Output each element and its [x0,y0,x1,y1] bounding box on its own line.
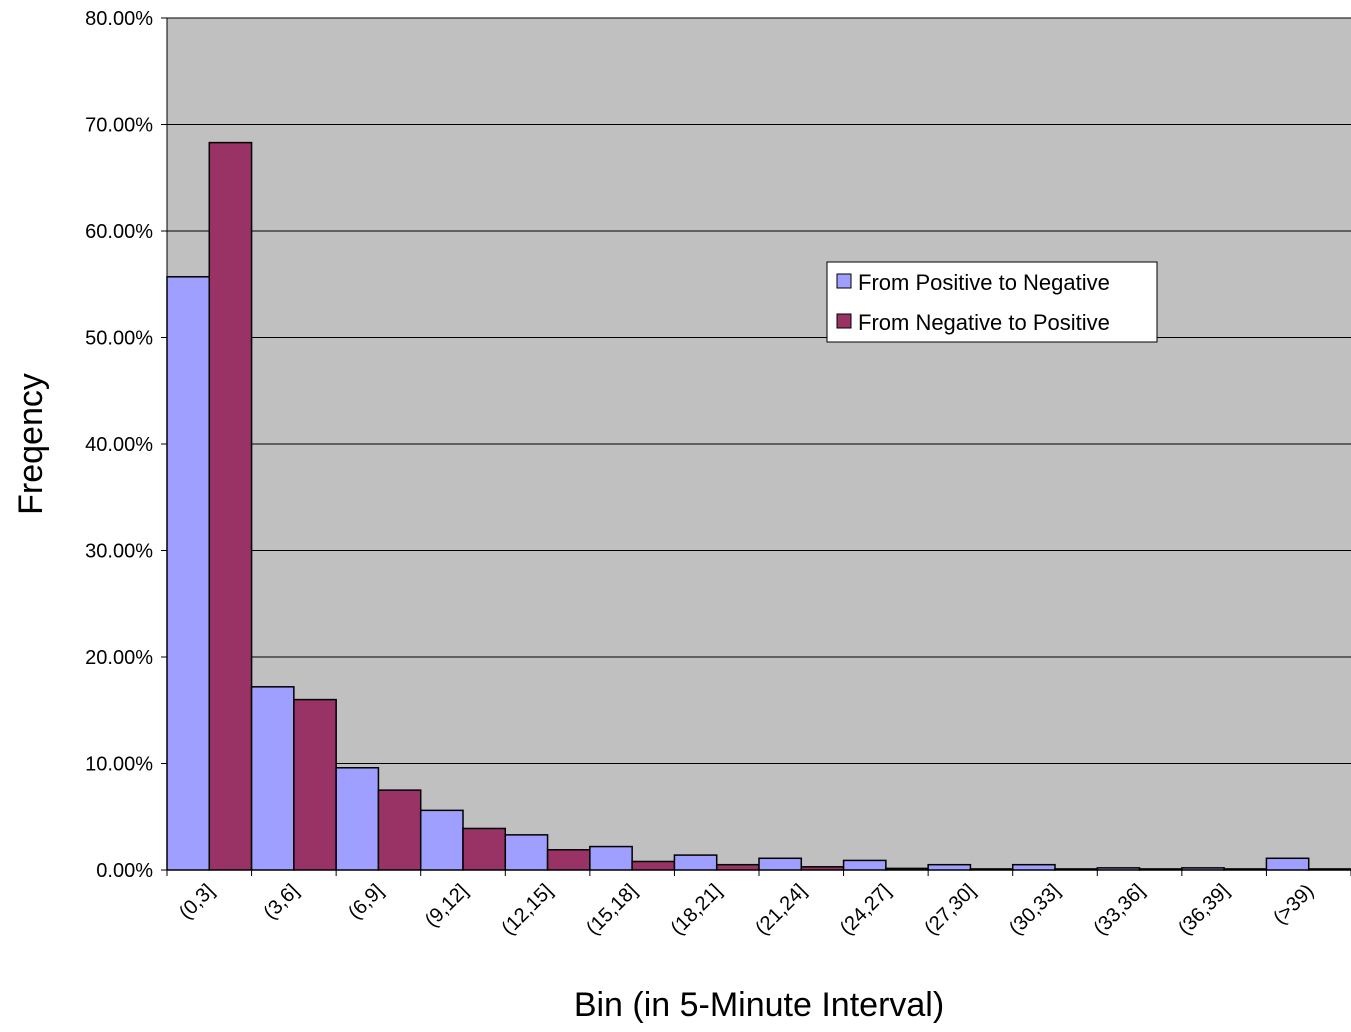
y-tick-label: 20.00% [85,647,153,669]
y-tick-label: 0.00% [96,860,153,882]
legend-swatch-positive-to-negative [836,273,852,289]
x-tick-label: (33,36] [1090,880,1150,940]
y-tick-label: 30.00% [85,541,153,563]
x-tick-label: (12,15] [498,880,558,940]
x-tick-label: (24,27] [836,880,896,940]
legend-label-negative-to-positive: From Negative to Positive [858,310,1110,335]
bar-positive-to-negative [1011,863,1056,871]
bar-positive-to-negative [758,857,803,871]
x-axis-title: Bin (in 5-Minute Interval) [574,986,944,1024]
x-tick-label: (>39) [1269,880,1318,929]
bar-positive-to-negative [1265,857,1310,871]
legend-swatch-negative-to-positive [836,313,852,329]
bar-positive-to-negative [504,834,549,871]
y-axis-title: Freqency [12,373,50,515]
bar-negative-to-positive [631,860,676,871]
x-tick-label: (18,21] [667,880,727,940]
y-tick-label: 60.00% [85,221,153,243]
bar-positive-to-negative [419,809,464,871]
x-tick-label: (27,30] [920,880,980,940]
bar-negative-to-positive [377,789,422,871]
bar-negative-to-positive [715,863,760,871]
y-tick-label: 40.00% [85,434,153,456]
y-tick-label: 50.00% [85,328,153,350]
y-tick-label: 10.00% [85,754,153,776]
bar-negative-to-positive [546,849,591,871]
bar-positive-to-negative [589,845,633,871]
bar-positive-to-negative [250,686,295,871]
x-tick-label: (21,24] [751,880,811,940]
legend: From Positive to Negative From Negative … [826,261,1158,343]
y-tick-label: 70.00% [85,115,153,137]
bar-negative-to-positive [208,141,253,871]
x-tick-label: (0,3] [175,880,219,924]
bar-positive-to-negative [166,276,211,871]
x-ticks: (0,3] (3,6] (6,9] (9,12] (12,15] (15,18] (18,2… [166,870,1351,940]
x-tick-label: (30,33] [1005,880,1065,940]
legend-box [826,261,1158,343]
bar-positive-to-negative [673,854,718,871]
bar-positive-to-negative [842,859,887,871]
x-tick-label: (9,12] [421,880,473,932]
bar-positive-to-negative [927,863,972,871]
bar-negative-to-positive [293,698,337,871]
x-tick-label: (15,18] [582,880,642,940]
x-tick-label: (3,6] [260,880,304,924]
bars [166,141,1351,871]
gridlines [167,17,1351,764]
legend-label-positive-to-negative: From Positive to Negative [858,270,1110,295]
y-ticks: 0.00% 10.00% 20.00% 30.00% 40.00% 50.00% 60.00… [85,8,167,882]
bar-negative-to-positive [462,827,507,871]
x-tick-label: (36,39] [1174,880,1234,940]
y-tick-label: 80.00% [85,8,153,30]
bar-positive-to-negative [335,767,380,871]
x-tick-label: (6,9] [344,880,388,924]
